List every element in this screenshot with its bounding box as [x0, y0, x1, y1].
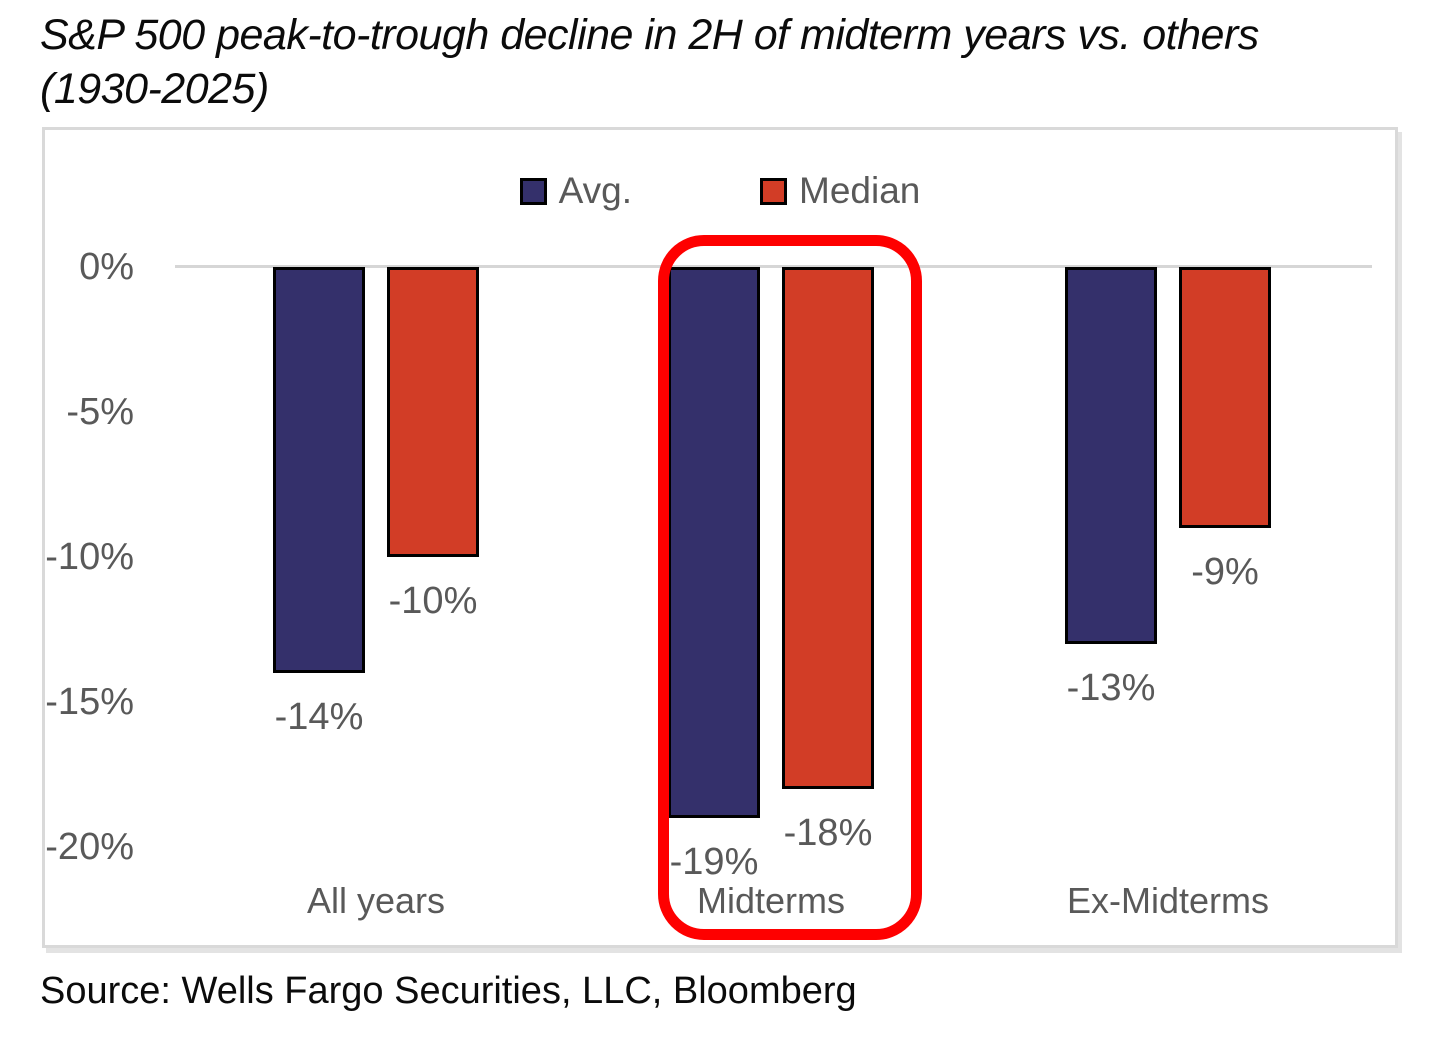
legend-label-avg: Avg.	[558, 170, 632, 211]
y-tick-label-15: -15%	[45, 681, 134, 723]
legend-label-median: Median	[799, 170, 921, 211]
chart-title-line1: S&P 500 peak-to-trough decline in 2H of …	[40, 11, 1259, 59]
bar-avg-midterms	[668, 267, 760, 818]
chart-title: S&P 500 peak-to-trough decline in 2H of …	[40, 8, 1430, 116]
chart-card: Avg. Median 0% -5% -10% -15% -20% -14% -19% -13%…	[42, 127, 1398, 948]
chart-title-line2: (1930-2025)	[40, 65, 269, 113]
bar-value-label-avg-ex-midterms: -13%	[1066, 667, 1156, 709]
y-tick-label-0: 0%	[79, 246, 134, 288]
midterms-highlight-box	[658, 235, 922, 940]
zero-gridline	[175, 265, 1372, 268]
category-label-ex-midterms: Ex-Midterms	[1066, 880, 1269, 921]
bar-value-label-median-ex-midterms: -9%	[1191, 551, 1259, 593]
source-text: Source: Wells Fargo Securities, LLC, Blo…	[40, 970, 857, 1012]
y-tick-label-5: -5%	[66, 391, 134, 433]
bar-value-label-avg-all-years: -14%	[274, 696, 364, 738]
bar-median-all-years	[387, 267, 479, 557]
bar-avg-all-years	[273, 267, 365, 673]
category-label-all-years: All years	[306, 880, 446, 921]
chart-legend: Avg. Median	[42, 171, 1398, 211]
bar-value-label-median-midterms: -18%	[783, 812, 873, 854]
legend-item-avg: Avg.	[519, 170, 632, 211]
y-tick-label-20: -20%	[45, 826, 134, 868]
bar-median-ex-midterms	[1179, 267, 1271, 528]
y-tick-label-10: -10%	[45, 536, 134, 578]
legend-item-median: Median	[760, 171, 920, 211]
legend-swatch-avg	[519, 177, 547, 205]
legend-swatch-median	[760, 177, 787, 205]
bar-value-label-avg-midterms: -19%	[669, 841, 759, 883]
bar-avg-ex-midterms	[1065, 267, 1157, 644]
bar-value-label-median-all-years: -10%	[388, 580, 478, 622]
bar-median-midterms	[782, 267, 874, 789]
category-label-midterms: Midterms	[696, 880, 845, 921]
